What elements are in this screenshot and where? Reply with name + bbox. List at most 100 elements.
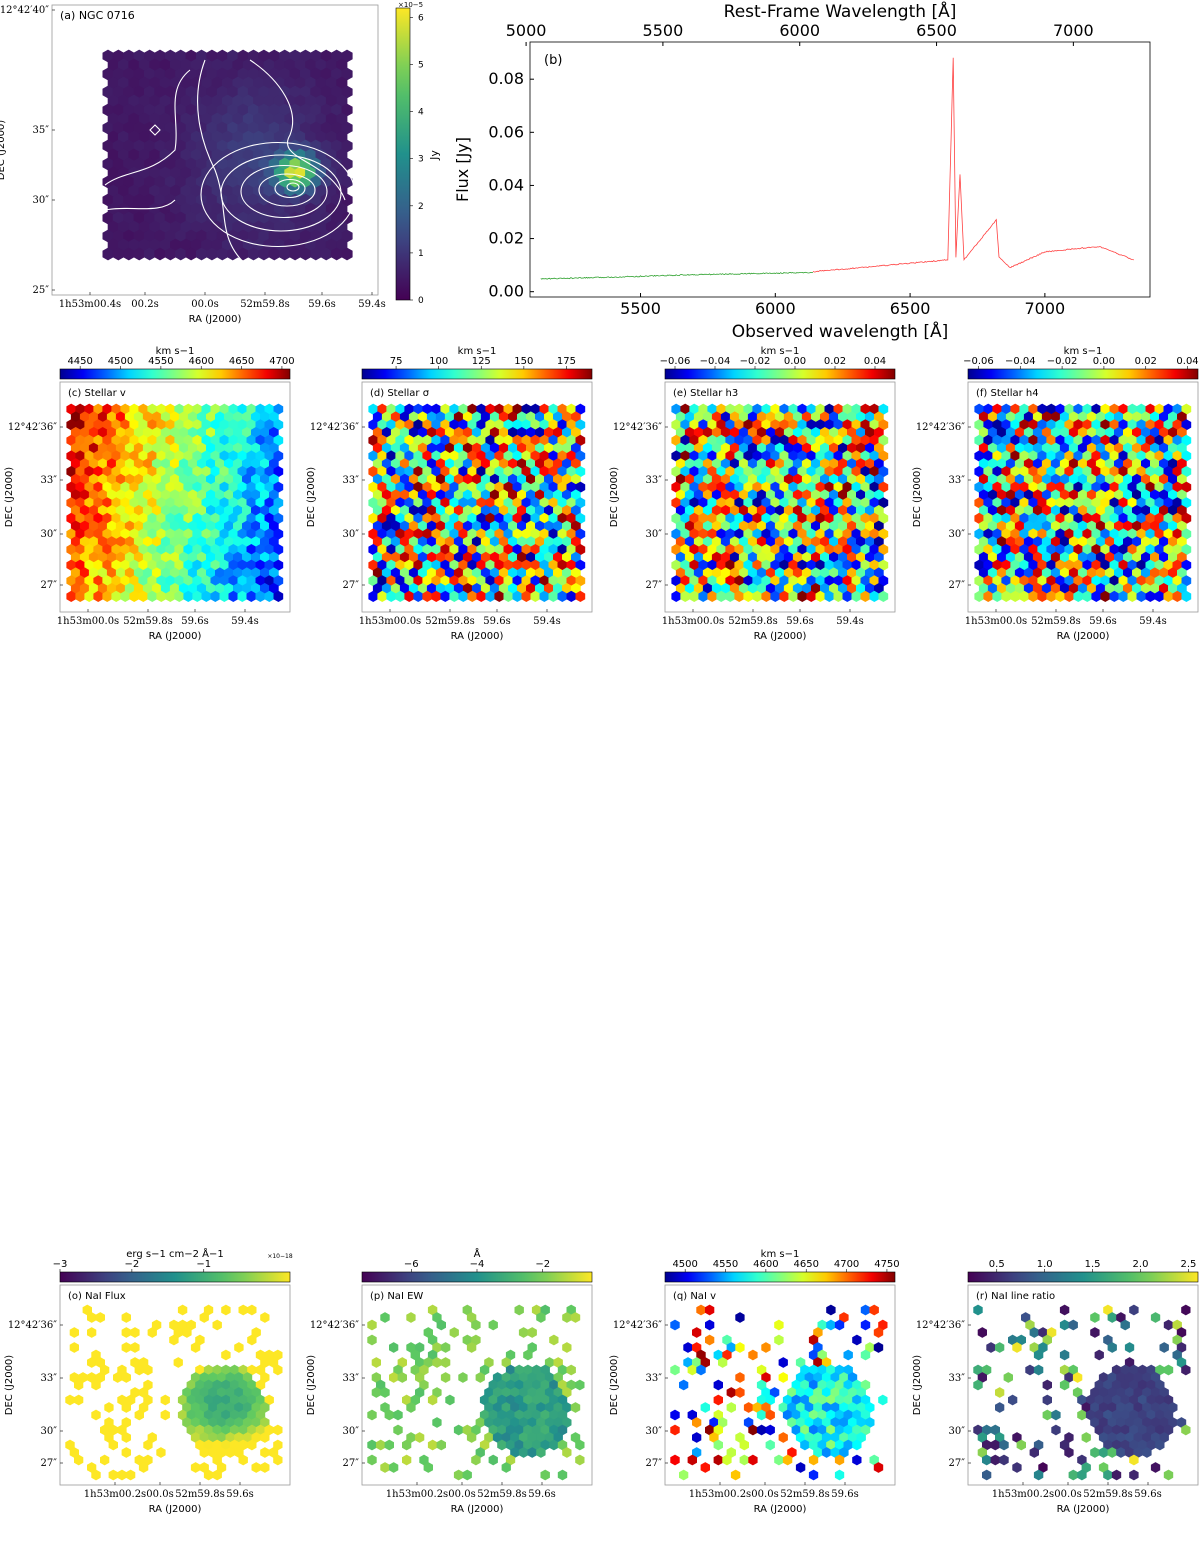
hex-bin [498,536,509,548]
hex-bin [232,58,244,72]
x-tick-label-f: 1h53m00.0s [965,616,1027,627]
hex-bin [232,202,244,216]
hex-bin [700,1402,710,1413]
hex-bin [390,442,401,454]
y-tick-label-a: 12°42′40″ [0,5,49,16]
hex-bin [247,121,259,135]
hex-bin [196,520,207,532]
hex-bin [273,512,284,524]
hex-bin [253,76,265,90]
hex-bin [427,1439,438,1451]
hex-bin [169,520,180,532]
hex-bin [485,419,496,431]
hex-bin [133,157,145,171]
hex-bin [517,505,527,517]
hex-bin [196,229,208,243]
hex-bin [187,411,198,423]
hex-bin [372,411,383,423]
hex-bin [228,590,239,602]
hex-bin [97,427,108,439]
hex-bin [453,536,464,548]
hex-bin [562,536,572,548]
hex-bin [422,559,433,571]
hex-bin [521,575,532,587]
hex-bin [196,85,208,99]
hex-bin [748,1349,758,1361]
hex-bin [102,403,113,415]
hex-bin [93,590,104,602]
hex-bin [175,175,187,189]
hex-bin [294,130,306,144]
colorbar-tick-label-r: 2.0 [1133,1259,1149,1270]
hex-bin [70,427,81,439]
hex-bin [251,567,261,579]
hex-bin [222,112,234,126]
hex-bin [180,58,192,72]
hex-bin [129,512,140,524]
hex-bin [242,427,252,439]
hex-bin [852,1334,862,1346]
hex-bin [160,583,171,595]
hex-bin [315,94,327,108]
colorbar-q [664,1271,896,1283]
y-tick-label: 0.06 [488,122,524,141]
hex-bin [489,551,500,563]
hex-bin [112,139,124,153]
hex-bin [253,220,265,234]
hex-bin [320,139,332,153]
hex-bin [133,427,144,439]
x-tick-label-d: 59.6s [483,616,510,627]
hex-bin [88,411,99,423]
hex-bin [185,139,197,153]
hex-bin [503,544,514,556]
hex-bin [251,536,261,548]
hex-bin [144,157,156,171]
hex-bin [485,403,496,415]
hex-bin [453,411,464,423]
hex-bin [227,175,239,189]
colorbar-tick-label-r: 1.5 [1085,1259,1101,1270]
hex-bin [395,466,406,478]
hex-bin [453,442,464,454]
hex-bin [530,559,541,571]
hex-bin [102,211,114,225]
hex-bin [517,551,527,563]
hex-bin [183,497,194,509]
y-tick-label-c: 27″ [41,580,58,591]
hex-bin [138,130,150,144]
colorbar-tick-label-r: 0.5 [989,1259,1005,1270]
hex-bin [368,434,378,446]
hex-bin [120,434,131,446]
hex-bin [227,103,239,117]
hex-bin [93,528,104,540]
hex-bin [142,520,153,532]
hex-bin [185,247,197,261]
hex-bin [372,583,383,595]
hex-bin [413,512,424,524]
hex-bin [224,536,234,548]
hex-bin [1090,1312,1100,1323]
colorbar-tick-label-a: 6 [418,13,424,23]
hex-bin [381,411,392,423]
hex-bin [156,419,167,431]
hex-bin [232,94,244,108]
hex-bin [575,1379,585,1391]
hex-bin [512,575,523,587]
y-tick-label-a: 30″ [33,195,50,206]
colorbar-tick-label-a: 1 [418,249,424,259]
hex-bin [192,559,203,571]
hex-bin [299,247,311,261]
hex-bin [444,427,455,439]
hex-bin [170,184,182,198]
hex-bin [852,1454,862,1466]
hex-bin [553,505,563,517]
hex-bin [273,590,284,602]
hex-bin [575,512,586,524]
contour-line [149,124,161,136]
hex-bin [1090,1327,1100,1338]
hex-bin [102,229,114,243]
x-tick-label-f: 52m59.8s [1031,616,1081,627]
hex-bin [138,238,150,252]
hex-bin [489,411,500,423]
hex-bin [498,458,509,470]
